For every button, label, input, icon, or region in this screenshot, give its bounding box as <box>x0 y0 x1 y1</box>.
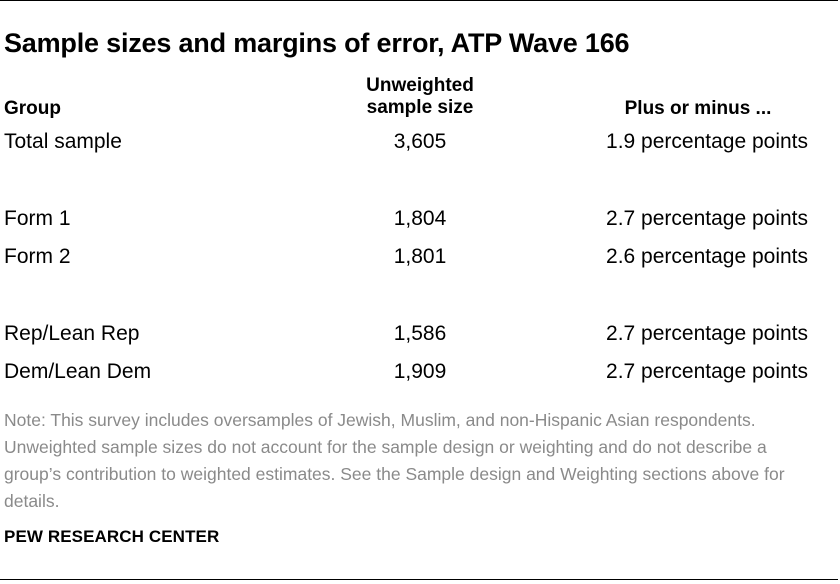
cell-margin-of-error: 1.9 percentage points <box>606 130 808 153</box>
column-header-group: Group <box>4 98 61 119</box>
page-title: Sample sizes and margins of error, ATP W… <box>4 28 630 58</box>
table-note: Note: This survey includes oversamples o… <box>4 410 785 511</box>
table-row-total-sample: Total sample 3,605 1.9 percentage points <box>0 127 838 157</box>
column-header-margin-of-error: Plus or minus ... <box>624 98 772 119</box>
column-header-sample-size: Unweighted sample size <box>340 75 500 119</box>
table-row-form-2: Form 2 1,801 2.6 percentage points <box>0 242 838 272</box>
cell-sample-size: 3,605 <box>393 130 447 153</box>
cell-group: Form 1 <box>4 207 71 230</box>
cell-group: Total sample <box>4 130 122 153</box>
table-row-form-1: Form 1 1,804 2.7 percentage points <box>0 204 838 234</box>
table-row-rep-lean-rep: Rep/Lean Rep 1,586 2.7 percentage points <box>0 319 838 349</box>
cell-sample-size: 1,909 <box>393 360 447 383</box>
table-row-dem-lean-dem: Dem/Lean Dem 1,909 2.7 percentage points <box>0 357 838 387</box>
cell-group: Rep/Lean Rep <box>4 322 140 345</box>
cell-sample-size: 1,586 <box>393 322 447 345</box>
cell-margin-of-error: 2.6 percentage points <box>606 245 808 268</box>
bottom-rule <box>0 579 838 580</box>
cell-group: Dem/Lean Dem <box>4 360 152 383</box>
cell-sample-size: 1,804 <box>393 207 447 230</box>
source-credit: PEW RESEARCH CENTER <box>4 527 220 546</box>
cell-margin-of-error: 2.7 percentage points <box>606 360 808 383</box>
cell-group: Form 2 <box>4 245 71 268</box>
top-rule <box>0 0 838 1</box>
column-header-sample-size-line2: sample size <box>366 97 474 118</box>
cell-margin-of-error: 2.7 percentage points <box>606 207 808 230</box>
cell-sample-size: 1,801 <box>393 245 447 268</box>
cell-margin-of-error: 2.7 percentage points <box>606 322 808 345</box>
column-header-sample-size-line1: Unweighted <box>366 75 474 96</box>
